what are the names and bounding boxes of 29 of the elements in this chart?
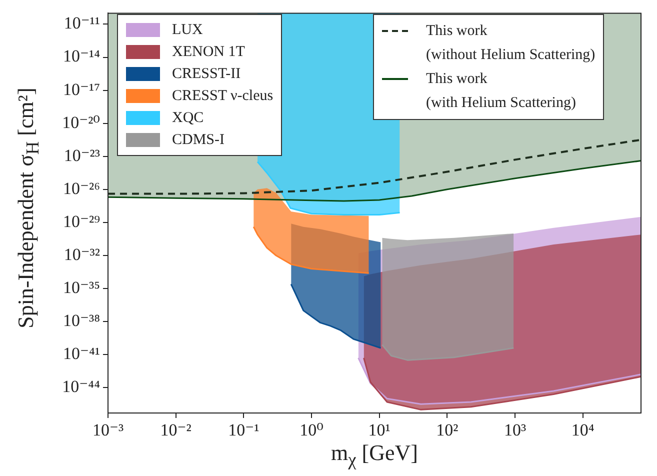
- legend-label: CRESST-II: [172, 66, 241, 82]
- x-tick-label: 10⁴: [571, 420, 594, 440]
- y-tick-label: 10⁻²⁹: [63, 212, 100, 231]
- y-tick-label: 10⁻³⁵: [63, 278, 100, 298]
- x-tick-label: 10¹: [368, 420, 390, 440]
- y-tick-label: 10⁻²³: [64, 146, 100, 165]
- y-tick-label: 10⁻⁴⁴: [62, 377, 100, 396]
- legend-label: XQC: [172, 110, 204, 126]
- x-tick-label: 10⁰: [300, 420, 324, 440]
- x-axis-title: m$_{χ}$ [GeV]: [330, 440, 419, 470]
- legend-label: This work (without Helium Scattering): [426, 22, 596, 65]
- y-tick-label: 10⁻²⁶: [63, 178, 100, 198]
- y-tick-label: 10⁻¹¹: [64, 14, 100, 33]
- y-tick-label: 10⁻²⁰: [62, 112, 100, 132]
- legend-label: CRESST ν-cleus: [172, 88, 274, 104]
- y-tick-label: 10⁻³²: [64, 244, 100, 264]
- x-tick-label: 10²: [436, 420, 458, 440]
- legend-label: CDMS-I: [172, 132, 225, 148]
- legend-label: This work (with Helium Scattering): [426, 70, 576, 113]
- x-tick-label: 10⁻²: [160, 420, 192, 440]
- y-tick-label: 10⁻³⁸: [63, 311, 100, 330]
- x-tick-label: 10⁻³: [92, 420, 124, 440]
- x-tick-label: 10⁻¹: [228, 420, 260, 440]
- legend-label: LUX: [172, 22, 203, 38]
- y-tick-label: 10⁻⁴¹: [63, 344, 100, 364]
- y-tick-label: 10⁻¹⁷: [63, 80, 100, 99]
- x-tick-label: 10³: [504, 420, 526, 440]
- legend-label: XENON 1T: [172, 44, 245, 60]
- y-tick-label: 10⁻¹⁴: [63, 46, 100, 66]
